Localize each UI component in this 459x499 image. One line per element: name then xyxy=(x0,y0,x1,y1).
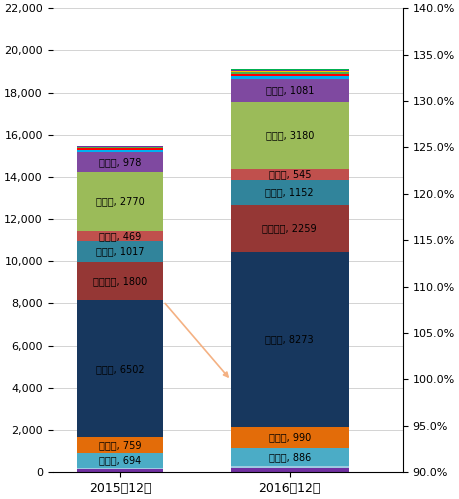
Text: 京都府, 469: 京都府, 469 xyxy=(99,231,141,241)
Bar xyxy=(231,427,348,448)
Bar xyxy=(231,79,348,102)
Text: 埼玉県, 694: 埼玉県, 694 xyxy=(99,456,141,466)
Bar xyxy=(231,468,348,472)
Text: 千葉県, 759: 千葉県, 759 xyxy=(99,440,142,450)
Bar xyxy=(78,469,163,472)
Bar xyxy=(78,231,163,241)
Bar xyxy=(231,69,348,70)
Bar xyxy=(231,72,348,74)
Text: 千葉県, 990: 千葉県, 990 xyxy=(269,432,311,442)
Text: 兵庫県, 1081: 兵庫県, 1081 xyxy=(266,85,314,95)
Text: 埼玉県, 886: 埼玉県, 886 xyxy=(269,452,311,462)
Bar xyxy=(78,300,163,437)
Bar xyxy=(231,466,348,468)
Bar xyxy=(231,205,348,252)
Text: 愛知県, 1017: 愛知県, 1017 xyxy=(96,247,145,256)
Text: 神奈川県, 2259: 神奈川県, 2259 xyxy=(263,224,317,234)
Bar xyxy=(231,448,348,466)
Bar xyxy=(78,147,163,148)
Text: 大阪府, 3180: 大阪府, 3180 xyxy=(266,130,314,140)
Bar xyxy=(78,150,163,152)
Bar xyxy=(231,102,348,169)
Text: 大阪府, 2770: 大阪府, 2770 xyxy=(96,197,145,207)
Text: 兵庫県, 978: 兵庫県, 978 xyxy=(99,157,141,167)
Bar xyxy=(231,180,348,205)
Bar xyxy=(78,241,163,262)
Bar xyxy=(78,437,163,453)
Bar xyxy=(78,173,163,231)
Bar xyxy=(78,468,163,469)
Bar xyxy=(231,74,348,76)
Bar xyxy=(231,76,348,79)
Text: 東京都, 6502: 東京都, 6502 xyxy=(96,364,145,374)
Bar xyxy=(78,152,163,173)
Text: 神奈川県, 1800: 神奈川県, 1800 xyxy=(93,276,147,286)
Bar xyxy=(78,262,163,300)
Bar xyxy=(78,148,163,150)
Bar xyxy=(78,453,163,468)
Bar xyxy=(231,70,348,71)
Bar xyxy=(231,169,348,180)
Text: 京都府, 545: 京都府, 545 xyxy=(269,170,311,180)
Text: 東京都, 8273: 東京都, 8273 xyxy=(265,334,314,344)
Bar xyxy=(231,252,348,427)
Bar xyxy=(231,71,348,72)
Text: 愛知県, 1152: 愛知県, 1152 xyxy=(265,188,314,198)
